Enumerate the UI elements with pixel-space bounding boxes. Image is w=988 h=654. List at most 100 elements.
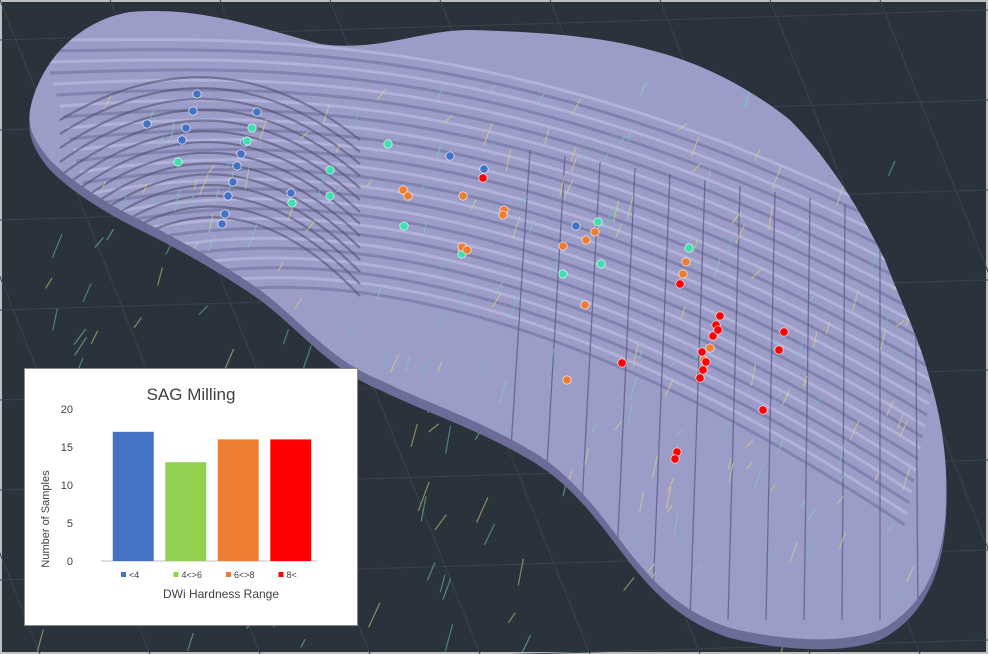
drillhole-trace bbox=[623, 577, 635, 591]
sample-marker bbox=[247, 123, 257, 133]
drillhole-trace bbox=[368, 602, 381, 628]
drillhole-trace bbox=[673, 511, 679, 535]
drillhole-trace bbox=[259, 118, 268, 141]
drillhole-trace bbox=[884, 313, 890, 338]
bars bbox=[112, 431, 312, 561]
drillhole-trace bbox=[572, 98, 581, 115]
bench-line bbox=[79, 157, 935, 384]
drillhole-trace bbox=[627, 404, 633, 426]
drillhole-trace bbox=[443, 114, 453, 124]
drillhole-trace bbox=[570, 147, 577, 162]
drillhole-trace bbox=[789, 542, 798, 563]
drillhole-trace bbox=[434, 85, 444, 103]
drillhole-trace bbox=[678, 122, 688, 131]
drillhole-trace bbox=[158, 136, 163, 147]
drillhole-trace bbox=[886, 400, 895, 417]
drillhole-trace bbox=[442, 578, 452, 600]
drillhole-trace bbox=[444, 624, 454, 652]
sample-marker bbox=[462, 245, 472, 255]
drillhole-trace bbox=[615, 223, 623, 238]
sample-marker bbox=[684, 243, 694, 253]
sample-marker bbox=[593, 217, 603, 227]
drillhole-trace bbox=[207, 234, 216, 253]
drillhole-trace bbox=[489, 133, 498, 149]
drillhole-trace bbox=[383, 351, 392, 368]
drillhole-trace bbox=[669, 358, 679, 367]
drillhole-trace bbox=[350, 325, 355, 336]
sample-marker bbox=[142, 119, 152, 129]
drillhole-trace bbox=[613, 200, 620, 222]
drillhole-trace bbox=[335, 144, 341, 153]
sample-marker bbox=[779, 327, 789, 337]
bench-step bbox=[59, 76, 361, 141]
drillhole-trace bbox=[563, 179, 574, 199]
drillhole-trace bbox=[94, 237, 104, 248]
sample-marker bbox=[325, 191, 335, 201]
sample-marker bbox=[571, 221, 581, 231]
drillhole-trace bbox=[420, 496, 427, 522]
sample-marker bbox=[695, 373, 705, 383]
drillhole-trace bbox=[422, 359, 432, 373]
sample-marker bbox=[173, 157, 183, 167]
drillhole-trace bbox=[713, 259, 721, 277]
drillhole-trace bbox=[664, 378, 674, 397]
drillhole-trace bbox=[142, 184, 148, 194]
y-tick-label: 5 bbox=[67, 518, 73, 530]
drillhole-trace bbox=[731, 216, 738, 225]
drillhole-trace bbox=[774, 392, 782, 400]
sample-marker bbox=[458, 191, 468, 201]
drillhole-trace bbox=[151, 195, 159, 205]
drillhole-trace bbox=[322, 104, 330, 125]
drillhole-trace bbox=[754, 148, 761, 162]
drillhole-trace bbox=[44, 277, 53, 289]
sample-marker bbox=[705, 343, 715, 353]
drillhole-trace bbox=[899, 349, 905, 363]
drillhole-trace bbox=[426, 562, 436, 581]
drillhole-trace bbox=[690, 136, 700, 157]
drillhole-trace bbox=[512, 216, 521, 239]
sample-marker bbox=[445, 151, 455, 161]
bench-line bbox=[102, 227, 919, 461]
drillhole-trace bbox=[106, 228, 115, 241]
drillhole-trace bbox=[809, 292, 818, 302]
sample-marker bbox=[678, 269, 688, 279]
bench-step bbox=[59, 108, 361, 177]
drillhole-trace bbox=[666, 504, 673, 513]
bench-line bbox=[72, 138, 939, 362]
drillhole-trace bbox=[300, 639, 306, 648]
drillhole-trace bbox=[638, 341, 645, 359]
drillhole-trace bbox=[812, 330, 818, 348]
legend-label: 6<>8 bbox=[234, 570, 255, 580]
drillhole-trace bbox=[482, 358, 488, 377]
drillhole-trace bbox=[102, 180, 107, 188]
drillhole-trace bbox=[507, 612, 516, 623]
drillhole-trace bbox=[667, 477, 675, 493]
y-tick-label: 20 bbox=[61, 404, 73, 416]
bench-line bbox=[95, 207, 924, 439]
drillhole-trace bbox=[544, 126, 551, 145]
bench-line bbox=[92, 197, 926, 428]
legend-swatch bbox=[121, 572, 126, 577]
drillhole-trace bbox=[770, 484, 776, 492]
drillhole-trace bbox=[726, 236, 734, 254]
sag-milling-chart: SAG Milling 0 5 10 15 20 <4 4<>6 6<>8 8< Number… bbox=[40, 385, 317, 601]
drillhole-trace bbox=[440, 314, 445, 328]
drillhole-trace bbox=[434, 514, 447, 531]
drillhole-trace bbox=[692, 239, 699, 252]
bench-line bbox=[85, 177, 930, 406]
drillhole-trace bbox=[73, 328, 87, 345]
drillhole-trace bbox=[806, 539, 814, 559]
drillhole-trace bbox=[692, 162, 702, 173]
sample-marker bbox=[715, 311, 725, 321]
drillhole-trace bbox=[287, 207, 293, 221]
sample-marker bbox=[697, 347, 707, 357]
drillhole-trace bbox=[247, 224, 258, 248]
drillhole-trace bbox=[651, 455, 658, 479]
drillhole-trace bbox=[767, 549, 775, 559]
drillhole-trace bbox=[838, 444, 845, 466]
bench-line bbox=[56, 88, 947, 307]
bench-line bbox=[82, 167, 933, 395]
drillhole-trace bbox=[52, 308, 58, 331]
drillhole-trace bbox=[157, 267, 163, 286]
drillhole-trace bbox=[629, 377, 637, 401]
